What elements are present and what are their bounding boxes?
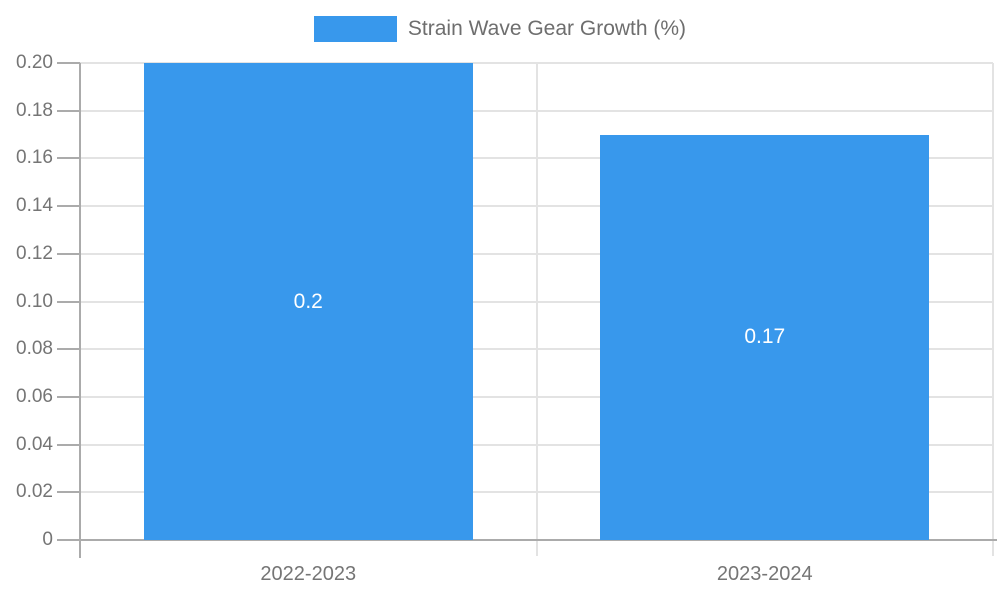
y-tick-label: 0.16 [16,147,53,169]
y-axis-tick [57,109,80,112]
y-tick-label: 0 [42,529,53,550]
y-axis-tick [57,300,80,303]
y-tick-label: 0.18 [16,99,53,121]
y-tick-label: 0.02 [16,481,53,503]
y-tick-label: 0.06 [16,385,53,407]
y-axis-tick [57,443,80,446]
y-axis-tick [57,395,80,398]
y-axis-tick [57,62,80,64]
y-tick-label: 0.14 [16,195,53,217]
y-axis-tick [57,252,80,255]
y-tick-label: 0.10 [16,290,53,312]
y-tick-label: 0.08 [16,338,53,360]
y-axis-tick [57,205,80,208]
bar-value-label: 0.2 [293,289,323,313]
x-axis-line [57,539,997,541]
y-axis-tick [57,157,80,160]
y-axis-tick [57,491,80,494]
legend[interactable]: Strain Wave Gear Growth (%) [0,16,1000,42]
legend-swatch-icon [313,16,397,42]
legend-label: Strain Wave Gear Growth (%) [407,17,687,40]
bar[interactable] [600,134,930,540]
x-category-label: 2023-2024 [716,563,813,585]
y-tick-label: 0.04 [16,433,53,455]
x-category-label: 2022-2023 [260,563,357,585]
gridline-vertical [535,63,538,556]
y-tick-label: 0.20 [16,52,53,73]
y-axis-tick [57,348,80,351]
bar[interactable] [143,63,473,540]
gridline-vertical [992,63,994,556]
y-tick-label: 0.12 [16,242,53,264]
bar-value-label: 0.17 [744,325,786,349]
y-axis-line [79,63,81,558]
